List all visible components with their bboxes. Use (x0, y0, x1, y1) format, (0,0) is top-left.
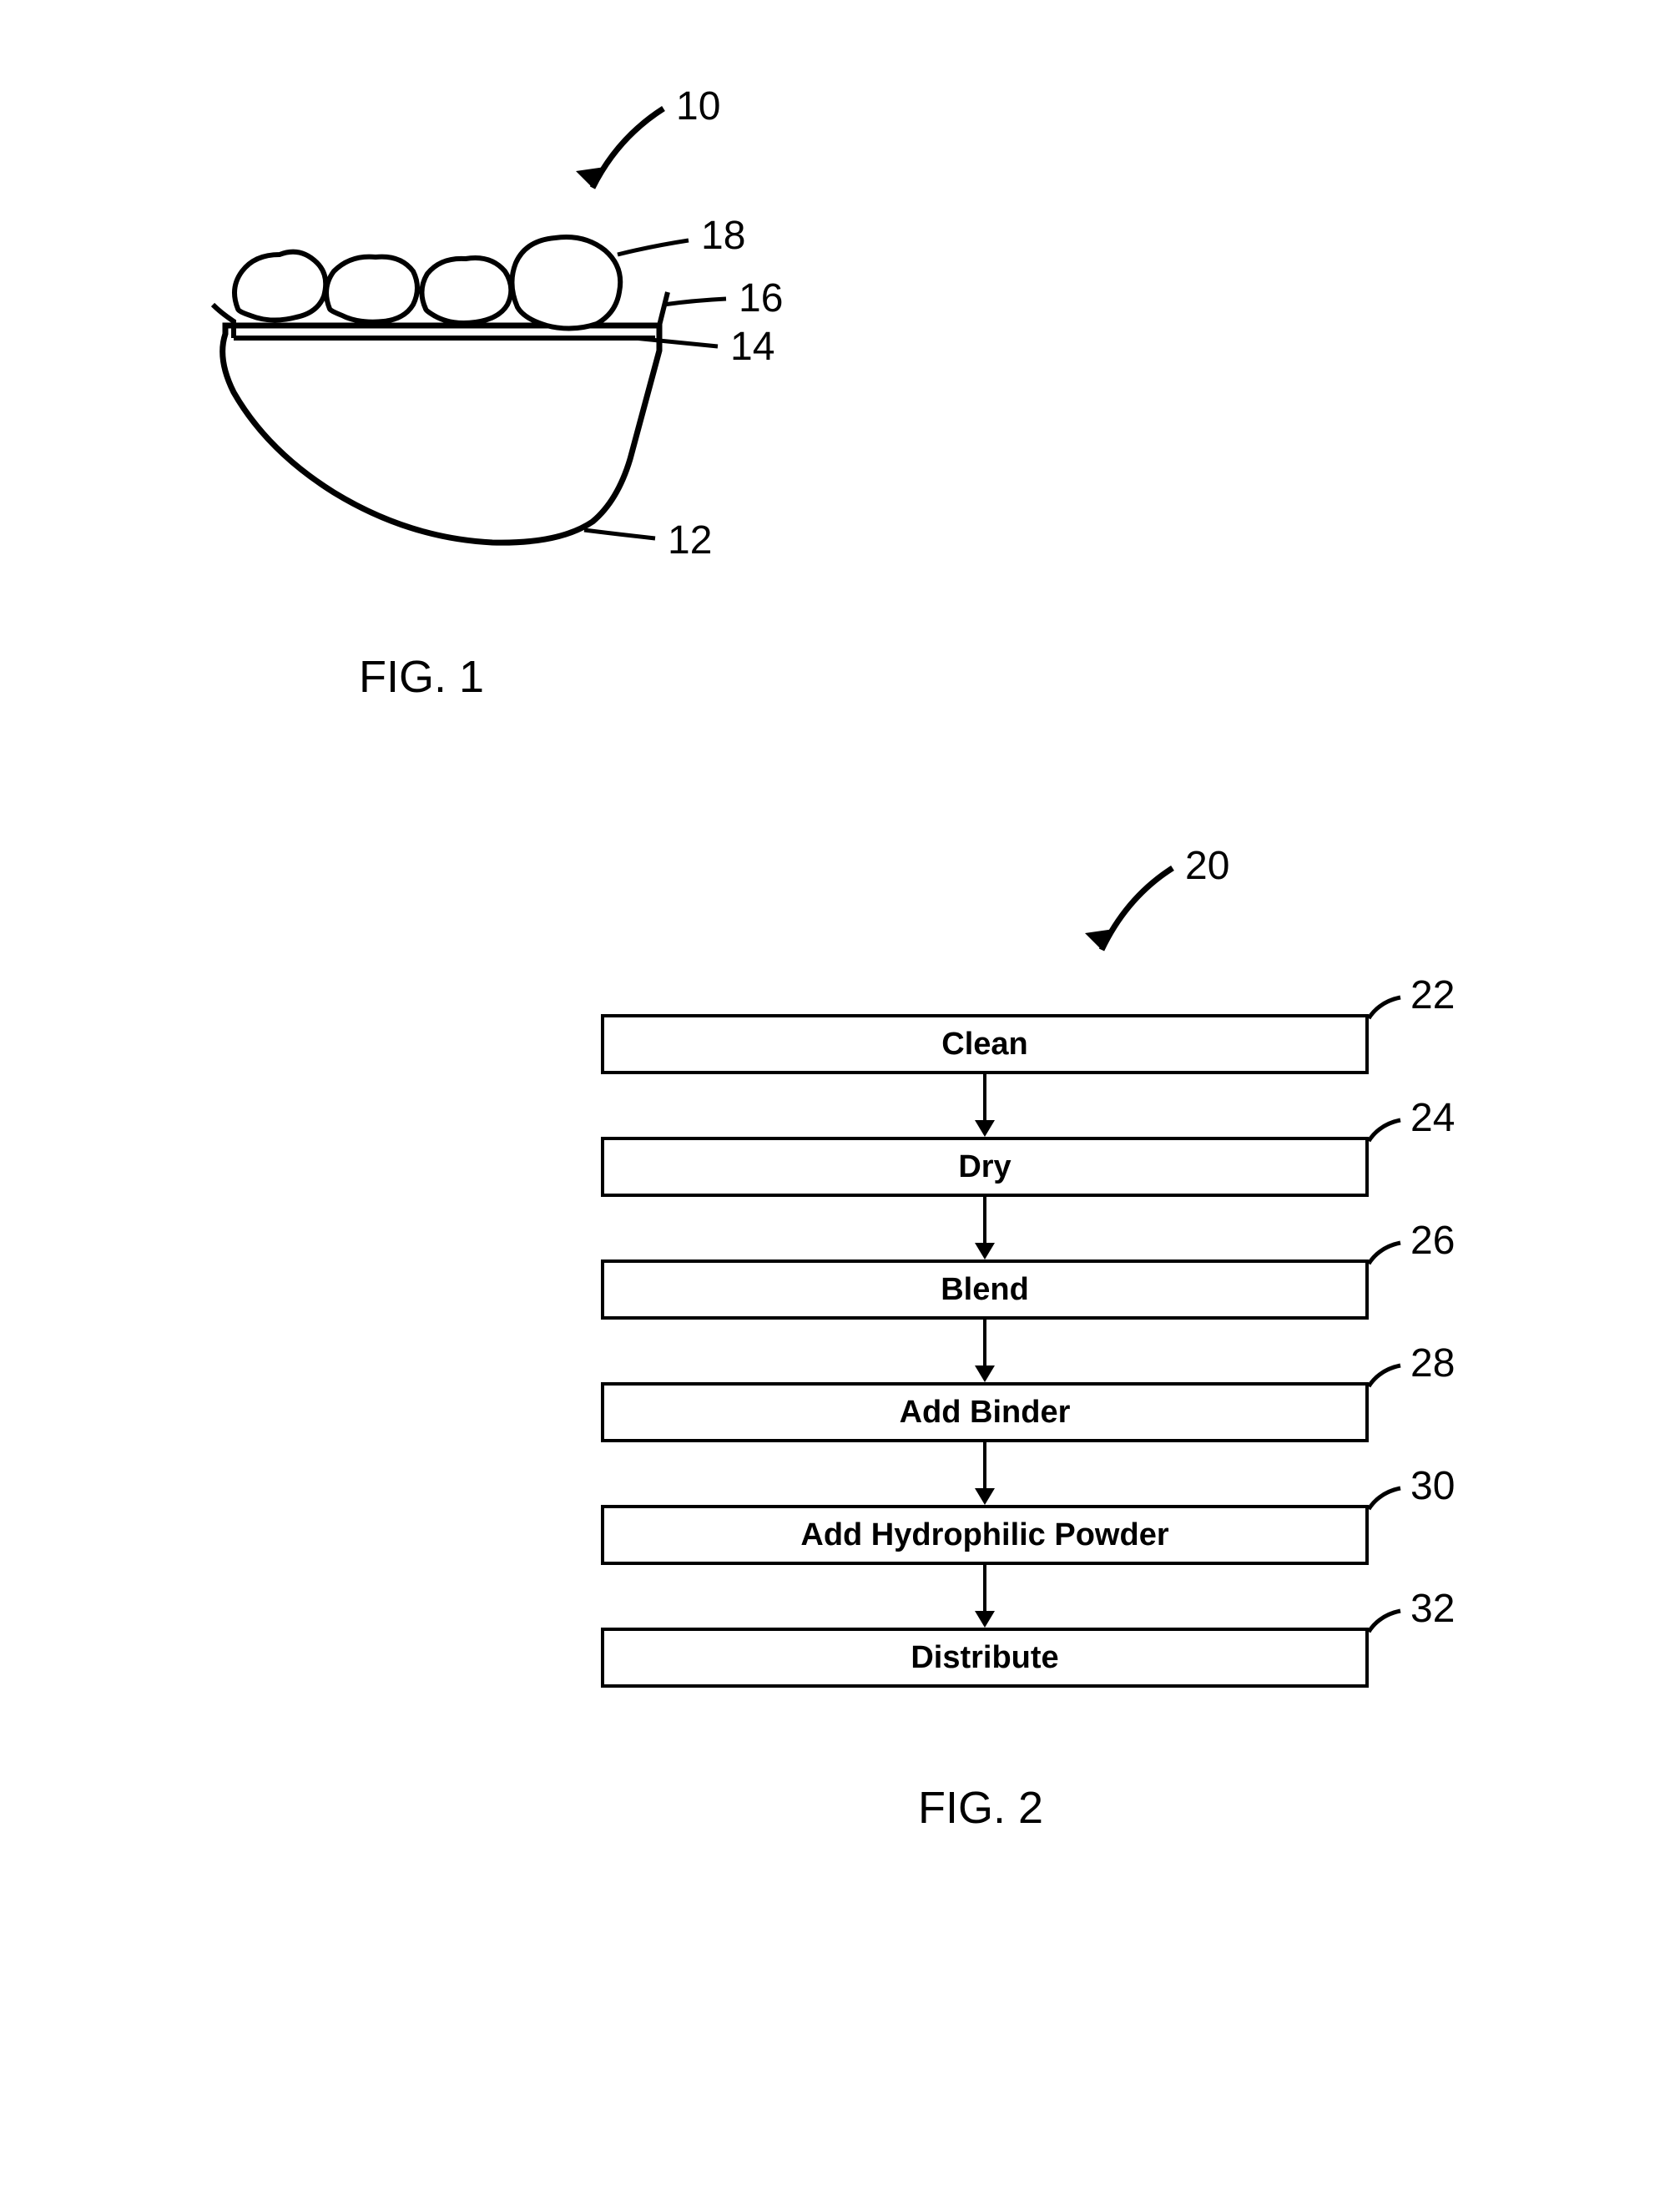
ref-18: 18 (701, 213, 745, 259)
ref-16: 16 (739, 275, 783, 321)
box-leader (1367, 1607, 1417, 1640)
flow-arrow (983, 1197, 986, 1243)
ref-20: 20 (1185, 843, 1229, 889)
ref-10: 10 (676, 83, 720, 129)
flow-arrow-head (975, 1243, 995, 1259)
flow-label: Blend (941, 1272, 1029, 1308)
flow-arrow-head (975, 1611, 995, 1628)
ref-12: 12 (668, 517, 712, 563)
ref-32: 32 (1410, 1586, 1455, 1632)
flow-box-blend: Blend (601, 1259, 1369, 1320)
flow-arrow (983, 1074, 986, 1120)
ref-26: 26 (1410, 1218, 1455, 1264)
flow-box-add-binder: Add Binder (601, 1382, 1369, 1442)
box-leader (1367, 1239, 1417, 1272)
flow-arrow-head (975, 1365, 995, 1382)
ref-24: 24 (1410, 1095, 1455, 1141)
flow-label: Add Hydrophilic Powder (800, 1517, 1168, 1553)
flow-arrow-head (975, 1488, 995, 1505)
flow-arrow-head (975, 1120, 995, 1137)
flow-arrow (983, 1442, 986, 1488)
ref-30: 30 (1410, 1463, 1455, 1509)
flow-box-distribute: Distribute (601, 1628, 1369, 1688)
flow-box-dry: Dry (601, 1137, 1369, 1197)
flow-box-add-hydrophilic: Add Hydrophilic Powder (601, 1505, 1369, 1565)
ref-22: 22 (1410, 972, 1455, 1018)
flow-box-clean: Clean (601, 1014, 1369, 1074)
box-leader (1367, 1484, 1417, 1517)
fig1-label: FIG. 1 (359, 651, 484, 703)
flow-label: Distribute (911, 1640, 1058, 1676)
ref-14: 14 (730, 324, 774, 370)
flow-arrow (983, 1320, 986, 1365)
flow-arrow (983, 1565, 986, 1611)
box-leader (1367, 1116, 1417, 1149)
fig1-drawing (142, 58, 893, 643)
flow-label: Clean (941, 1027, 1027, 1063)
box-leader (1367, 1361, 1417, 1395)
flow-label: Dry (958, 1149, 1011, 1185)
ref-28: 28 (1410, 1340, 1455, 1386)
fig2-label: FIG. 2 (918, 1782, 1043, 1834)
box-leader (1367, 993, 1417, 1027)
flow-label: Add Binder (900, 1395, 1071, 1431)
